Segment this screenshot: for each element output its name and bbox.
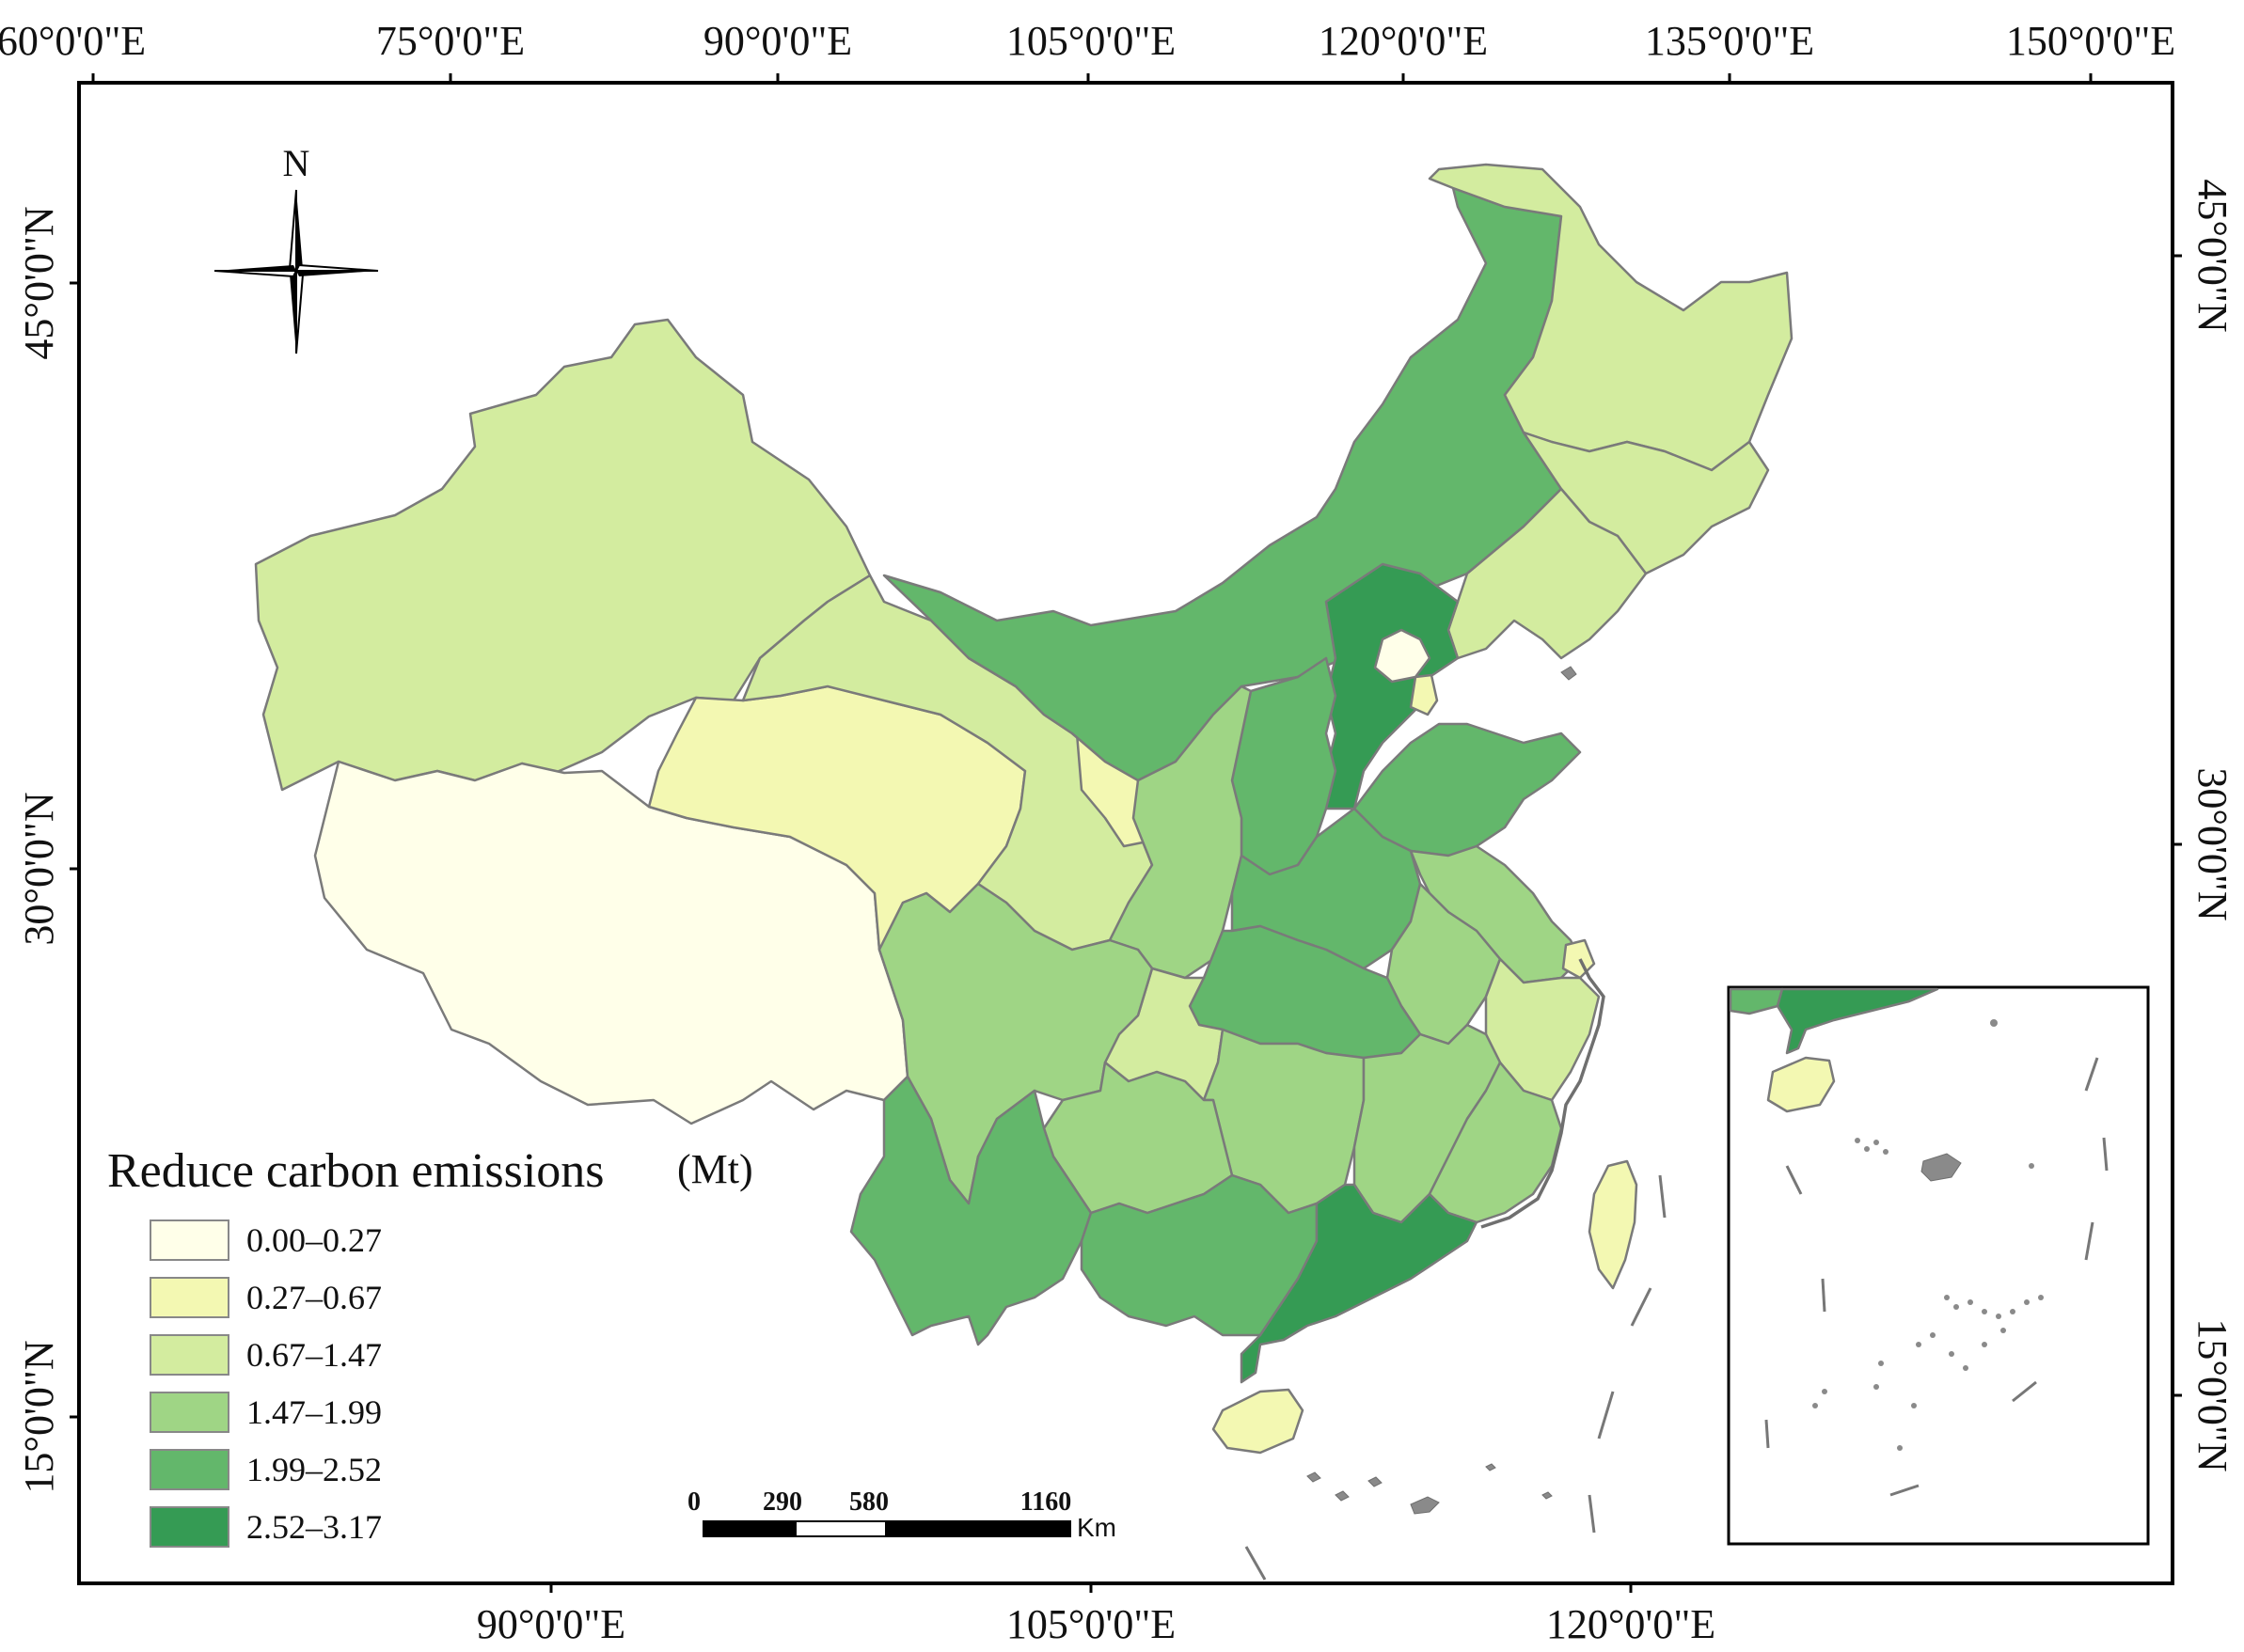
compass-rose-icon [213, 189, 379, 354]
region-hainan [1211, 1388, 1304, 1455]
province-layer [254, 163, 1794, 1455]
lon-label-top-75: 75°0'0"E [376, 18, 525, 64]
region-guangdong [1240, 1183, 1478, 1384]
legend-label-1: 0.27–0.67 [246, 1279, 382, 1316]
lon-label-top-90: 90°0'0"E [703, 18, 852, 64]
lon-label-bottom-90: 90°0'0"E [477, 1601, 625, 1647]
lon-label-top-135: 135°0'0"E [1645, 18, 1814, 64]
legend-swatch-5 [150, 1506, 229, 1548]
scale-unit: Km [1077, 1513, 1116, 1542]
left-ticks [70, 281, 79, 1419]
scale-label-580: 580 [849, 1487, 889, 1517]
lon-label-bottom-105: 105°0'0"E [1006, 1601, 1176, 1647]
south-china-sea-inset [1727, 985, 2150, 1546]
region-hebei [1324, 562, 1460, 810]
lat-label-right-15: 15°0'0"N [2189, 1318, 2236, 1471]
inset-region-guangxi [1729, 987, 1784, 1015]
north-label: N [283, 142, 310, 184]
legend-swatch-1 [150, 1277, 229, 1318]
lon-label-top-150: 150°0'0"E [2006, 18, 2175, 64]
inset-island [1920, 1153, 1962, 1182]
lon-label-bottom-120: 120°0'0"E [1546, 1601, 1715, 1647]
region-heilongjiang [1428, 163, 1794, 472]
region-taiwan [1588, 1159, 1638, 1290]
scale-label-290: 290 [763, 1487, 802, 1517]
inset-region-guangdong [1776, 987, 1939, 1055]
scale-label-1160: 1160 [1020, 1487, 1071, 1517]
legend: Reduce carbon emissions (Mt) 0.00–0.27 0… [107, 1144, 753, 1548]
north-arrow: N [213, 142, 379, 354]
legend-title: Reduce carbon emissions [107, 1144, 605, 1198]
region-shanghai [1561, 938, 1596, 980]
lat-label-right-45: 45°0'0"N [2189, 179, 2236, 332]
legend-label-3: 1.47–1.99 [246, 1393, 382, 1431]
region-fujian [1428, 1061, 1563, 1224]
inset-islands [1812, 1019, 2044, 1451]
lat-label-left-45: 45°0'0"N [16, 206, 62, 359]
inset-dash-line [1764, 1057, 2109, 1497]
scale-label-0: 0 [687, 1487, 701, 1517]
legend-label-4: 1.99–2.52 [246, 1451, 382, 1488]
nine-dash-line [1244, 1174, 1667, 1581]
region-shandong [1352, 722, 1582, 857]
lon-label-top-60: 60°0'0"E [0, 18, 146, 64]
legend-swatch-3 [150, 1392, 229, 1433]
legend-swatch-4 [150, 1449, 229, 1490]
region-tianjin [1409, 673, 1439, 716]
legend-unit: (Mt) [677, 1146, 753, 1192]
legend-swatch-2 [150, 1334, 229, 1376]
map-frame [77, 81, 2174, 1585]
lat-label-left-15: 15°0'0"N [16, 1340, 62, 1493]
scale-bar: 0 290 580 1160 Km [687, 1487, 1116, 1542]
lon-label-top-105: 105°0'0"E [1006, 18, 1176, 64]
lon-label-top-120: 120°0'0"E [1319, 18, 1488, 64]
legend-label-5: 2.52–3.17 [246, 1508, 382, 1546]
legend-label-2: 0.67–1.47 [246, 1336, 382, 1374]
bottom-ticks [549, 1583, 1633, 1593]
lat-label-right-30: 30°0'0"N [2189, 767, 2236, 920]
region-beijing [1373, 628, 1431, 684]
lat-label-left-30: 30°0'0"N [16, 792, 62, 945]
region-yunnan [849, 1075, 1093, 1346]
legend-label-0: 0.00–0.27 [246, 1221, 382, 1259]
top-ticks [91, 73, 2093, 83]
legend-swatch-0 [150, 1219, 229, 1261]
inset-region-hainan [1766, 1056, 1836, 1113]
right-ticks [2173, 254, 2182, 1397]
coastline-detail [1306, 666, 1605, 1515]
